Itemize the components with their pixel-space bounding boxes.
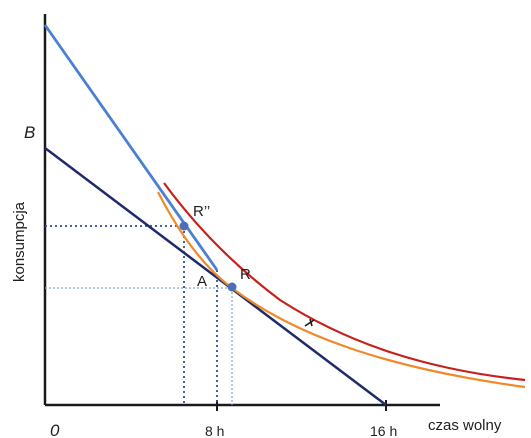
origin-label: 0 <box>50 421 60 438</box>
point-a-label: A <box>197 273 207 290</box>
arrow-marker-icon <box>304 318 315 327</box>
indifference-curve-red <box>163 182 526 382</box>
point-r-label: R <box>240 266 251 283</box>
tick-8h-label: 8 h <box>205 423 224 438</box>
steep-budget-line <box>43 24 219 271</box>
point-r <box>227 282 237 292</box>
intercept-b-label: B <box>24 123 35 142</box>
budget-line <box>44 147 387 406</box>
point-r2-label: R’’ <box>193 203 210 220</box>
x-axis-label: czas wolny <box>428 417 502 434</box>
point-r2 <box>179 221 189 231</box>
y-axis-label: konsumpcja <box>11 201 28 282</box>
indifference-curve-orange <box>157 191 526 389</box>
tick-16h-label: 16 h <box>370 423 397 438</box>
